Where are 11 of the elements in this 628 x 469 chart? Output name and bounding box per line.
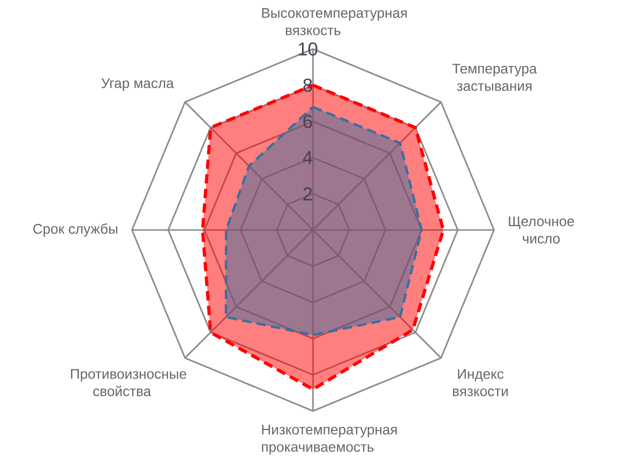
spoke-label: Противоизносные свойства: [71, 369, 186, 396]
spoke-label: Угар масла: [101, 78, 174, 91]
spoke-label: Высокотемпературная вязкость: [262, 8, 407, 36]
y-tick-label: 2: [303, 187, 312, 200]
spoke-label: Индекс вязкости: [453, 369, 508, 396]
spoke-label: Низкотемпературная прокачиваемость: [262, 424, 397, 455]
spoke-label: Срок службы: [33, 223, 118, 237]
spoke-label: Температура застывания: [452, 64, 537, 91]
y-tick-label: 4: [302, 151, 312, 164]
spoke-label: Щелочное число: [508, 216, 574, 244]
y-tick-label: 6: [303, 114, 312, 128]
